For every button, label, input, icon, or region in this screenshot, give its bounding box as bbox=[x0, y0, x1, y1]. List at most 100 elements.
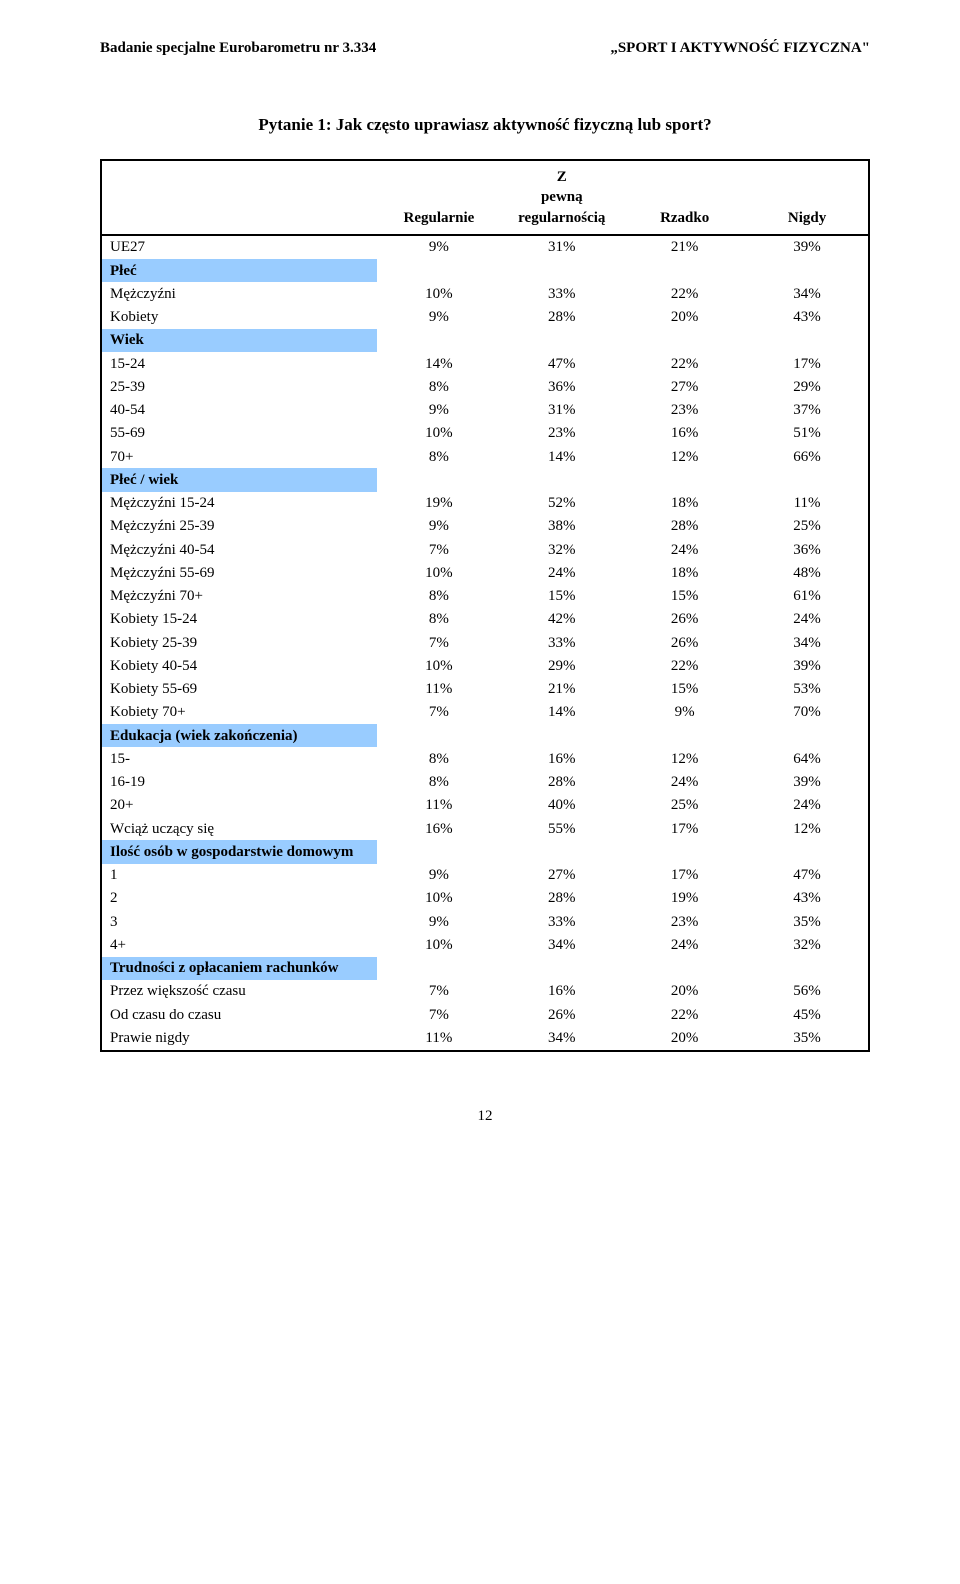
section-blank bbox=[746, 840, 869, 863]
cell-value: 16% bbox=[377, 817, 500, 840]
section-blank bbox=[377, 259, 500, 282]
cell-value: 31% bbox=[500, 235, 623, 259]
cell-value: 24% bbox=[746, 794, 869, 817]
section-blank bbox=[623, 957, 746, 980]
row-label: Kobiety 70+ bbox=[101, 701, 377, 724]
col-header-regularnie: Regularnie bbox=[377, 160, 500, 235]
table-row: UE279%31%21%39% bbox=[101, 235, 869, 259]
row-label: 4+ bbox=[101, 933, 377, 956]
cell-value: 18% bbox=[623, 561, 746, 584]
header-right: „SPORT I AKTYWNOŚĆ FIZYCZNA" bbox=[610, 40, 870, 57]
table-row: Wciąż uczący się16%55%17%12% bbox=[101, 817, 869, 840]
cell-value: 24% bbox=[623, 771, 746, 794]
cell-value: 29% bbox=[746, 375, 869, 398]
table-row: 25-398%36%27%29% bbox=[101, 375, 869, 398]
data-table: Regularnie Zpewną regularnością Rzadko N… bbox=[100, 159, 870, 1052]
cell-value: 70% bbox=[746, 701, 869, 724]
row-label: Przez większość czasu bbox=[101, 980, 377, 1003]
cell-value: 9% bbox=[377, 235, 500, 259]
table-section-row: Trudności z opłacaniem rachunków bbox=[101, 957, 869, 980]
cell-value: 10% bbox=[377, 887, 500, 910]
col-header-regularnoscia: Zpewną regularnością bbox=[500, 160, 623, 235]
cell-value: 16% bbox=[500, 980, 623, 1003]
section-blank bbox=[746, 329, 869, 352]
section-blank bbox=[377, 468, 500, 491]
row-label: 55-69 bbox=[101, 422, 377, 445]
section-blank bbox=[500, 724, 623, 747]
cell-value: 45% bbox=[746, 1003, 869, 1026]
document-page: Badanie specjalne Eurobarometru nr 3.334… bbox=[0, 0, 960, 1155]
section-blank bbox=[377, 329, 500, 352]
cell-value: 17% bbox=[623, 817, 746, 840]
cell-value: 64% bbox=[746, 747, 869, 770]
cell-value: 8% bbox=[377, 747, 500, 770]
cell-value: 23% bbox=[623, 399, 746, 422]
cell-value: 18% bbox=[623, 492, 746, 515]
cell-value: 34% bbox=[500, 1026, 623, 1050]
cell-value: 16% bbox=[623, 422, 746, 445]
row-label: 70+ bbox=[101, 445, 377, 468]
table-body: UE279%31%21%39%PłećMężczyźni10%33%22%34%… bbox=[101, 235, 869, 1051]
table-section-row: Płeć / wiek bbox=[101, 468, 869, 491]
table-row: Mężczyźni 40-547%32%24%36% bbox=[101, 538, 869, 561]
table-row: Mężczyźni 70+8%15%15%61% bbox=[101, 585, 869, 608]
cell-value: 7% bbox=[377, 980, 500, 1003]
cell-value: 52% bbox=[500, 492, 623, 515]
cell-value: 24% bbox=[623, 933, 746, 956]
section-blank bbox=[500, 468, 623, 491]
cell-value: 34% bbox=[746, 282, 869, 305]
cell-value: 34% bbox=[500, 933, 623, 956]
cell-value: 47% bbox=[500, 352, 623, 375]
cell-value: 14% bbox=[377, 352, 500, 375]
cell-value: 20% bbox=[623, 980, 746, 1003]
cell-value: 42% bbox=[500, 608, 623, 631]
cell-value: 7% bbox=[377, 538, 500, 561]
section-blank bbox=[623, 840, 746, 863]
cell-value: 8% bbox=[377, 375, 500, 398]
col-header-nigdy: Nigdy bbox=[746, 160, 869, 235]
table-row: 16-198%28%24%39% bbox=[101, 771, 869, 794]
row-label: Kobiety bbox=[101, 306, 377, 329]
section-blank bbox=[746, 724, 869, 747]
table-row: 15-8%16%12%64% bbox=[101, 747, 869, 770]
table-section-row: Ilość osób w gospodarstwie domowym bbox=[101, 840, 869, 863]
row-label: 3 bbox=[101, 910, 377, 933]
cell-value: 53% bbox=[746, 678, 869, 701]
col-header-line: Zpewną regularnością bbox=[518, 169, 605, 226]
cell-value: 51% bbox=[746, 422, 869, 445]
section-label: Trudności z opłacaniem rachunków bbox=[101, 957, 377, 980]
section-blank bbox=[377, 840, 500, 863]
cell-value: 66% bbox=[746, 445, 869, 468]
row-label: Mężczyźni 70+ bbox=[101, 585, 377, 608]
cell-value: 10% bbox=[377, 422, 500, 445]
cell-value: 20% bbox=[623, 1026, 746, 1050]
row-label: Mężczyźni bbox=[101, 282, 377, 305]
cell-value: 9% bbox=[377, 515, 500, 538]
cell-value: 29% bbox=[500, 654, 623, 677]
cell-value: 10% bbox=[377, 561, 500, 584]
cell-value: 15% bbox=[623, 585, 746, 608]
table-row: Kobiety 25-397%33%26%34% bbox=[101, 631, 869, 654]
table-section-row: Wiek bbox=[101, 329, 869, 352]
cell-value: 7% bbox=[377, 631, 500, 654]
row-label: Kobiety 25-39 bbox=[101, 631, 377, 654]
table-row: 55-6910%23%16%51% bbox=[101, 422, 869, 445]
table-row: 20+11%40%25%24% bbox=[101, 794, 869, 817]
table-row: Mężczyźni 15-2419%52%18%11% bbox=[101, 492, 869, 515]
cell-value: 31% bbox=[500, 399, 623, 422]
section-blank bbox=[623, 724, 746, 747]
cell-value: 39% bbox=[746, 654, 869, 677]
table-row: 15-2414%47%22%17% bbox=[101, 352, 869, 375]
table-row: Kobiety 40-5410%29%22%39% bbox=[101, 654, 869, 677]
cell-value: 27% bbox=[500, 864, 623, 887]
cell-value: 26% bbox=[623, 608, 746, 631]
cell-value: 23% bbox=[500, 422, 623, 445]
row-label: Mężczyźni 40-54 bbox=[101, 538, 377, 561]
cell-value: 9% bbox=[623, 701, 746, 724]
section-label: Ilość osób w gospodarstwie domowym bbox=[101, 840, 377, 863]
cell-value: 34% bbox=[746, 631, 869, 654]
cell-value: 22% bbox=[623, 352, 746, 375]
cell-value: 43% bbox=[746, 306, 869, 329]
question-title: Pytanie 1: Jak często uprawiasz aktywnoś… bbox=[100, 115, 870, 135]
cell-value: 10% bbox=[377, 654, 500, 677]
